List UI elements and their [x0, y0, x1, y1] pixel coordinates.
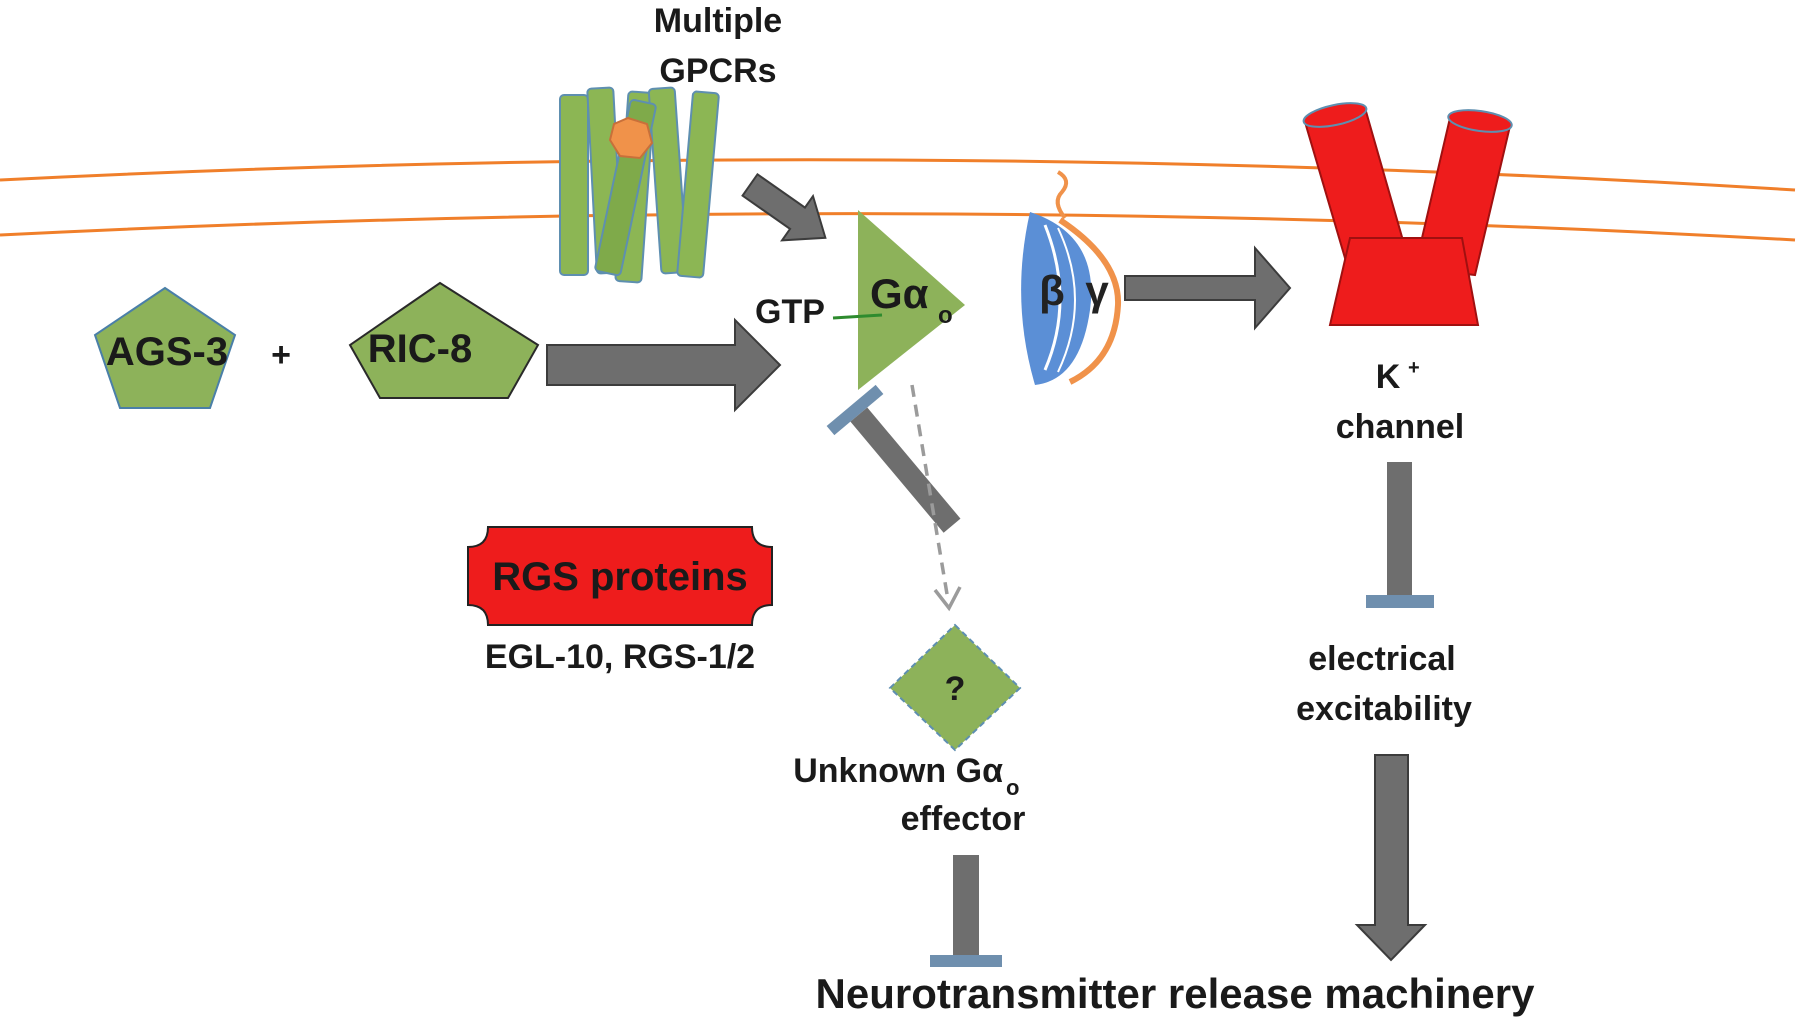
arrow-ric8-to-galpha	[546, 317, 782, 413]
rgs-label: RGS proteins	[492, 555, 748, 599]
cell-membrane	[0, 158, 1796, 242]
unknown-mark: ?	[945, 670, 966, 708]
k-channel	[1302, 102, 1513, 326]
rgs-proteins-box	[467, 526, 773, 626]
galpha-label: Gα	[870, 270, 929, 317]
ligand	[608, 116, 654, 160]
rgs-members-label: EGL-10, RGS-1/2	[485, 638, 755, 676]
ags3-pentagon	[93, 286, 237, 409]
k-channel-inhibition-line	[1366, 462, 1434, 608]
gpcr-cluster	[559, 86, 720, 284]
plus-sign: +	[271, 336, 291, 374]
ags3-label: AGS-3	[106, 330, 228, 374]
effector-inhibition-line	[930, 855, 1002, 967]
unknown-label-line2: effector	[901, 800, 1026, 838]
ric8-label: RIC-8	[368, 327, 472, 371]
gtp-bond	[832, 313, 883, 320]
beta-gamma-subunits	[1021, 170, 1122, 385]
rgs-inhibition-line	[826, 384, 961, 533]
neurotransmitter-release-label: Neurotransmitter release machinery	[816, 970, 1536, 1017]
gtp-label: GTP	[755, 293, 825, 331]
unknown-label-line1: Unknown Gα	[793, 752, 1003, 790]
ric8-pentagon	[348, 281, 540, 399]
channel-label: channel	[1336, 408, 1464, 446]
unknown-effector-diamond	[888, 623, 1022, 752]
excitability-label-line2: excitability	[1296, 690, 1472, 728]
gamma-label: γ	[1085, 267, 1109, 314]
arrow-gpcr-to-galpha	[741, 172, 827, 242]
excitability-label-line1: electrical	[1308, 640, 1455, 678]
galpha-triangle	[858, 210, 965, 390]
gpcr-label-line2: GPCRs	[659, 52, 776, 90]
arrow-betagamma-to-k-channel	[1124, 245, 1292, 331]
k-label: K	[1376, 358, 1401, 396]
unknown-label-subscript: o	[1006, 775, 1019, 800]
k-superscript: +	[1408, 357, 1420, 379]
dashed-arrow-head	[933, 586, 962, 612]
arrow-excitability-to-release	[1354, 754, 1428, 962]
beta-label: β	[1039, 267, 1065, 314]
dashed-arrow-galpha-to-effector	[910, 384, 950, 601]
galpha-subscript: o	[938, 302, 953, 329]
gpcr-label-line1: Multiple	[654, 2, 782, 40]
